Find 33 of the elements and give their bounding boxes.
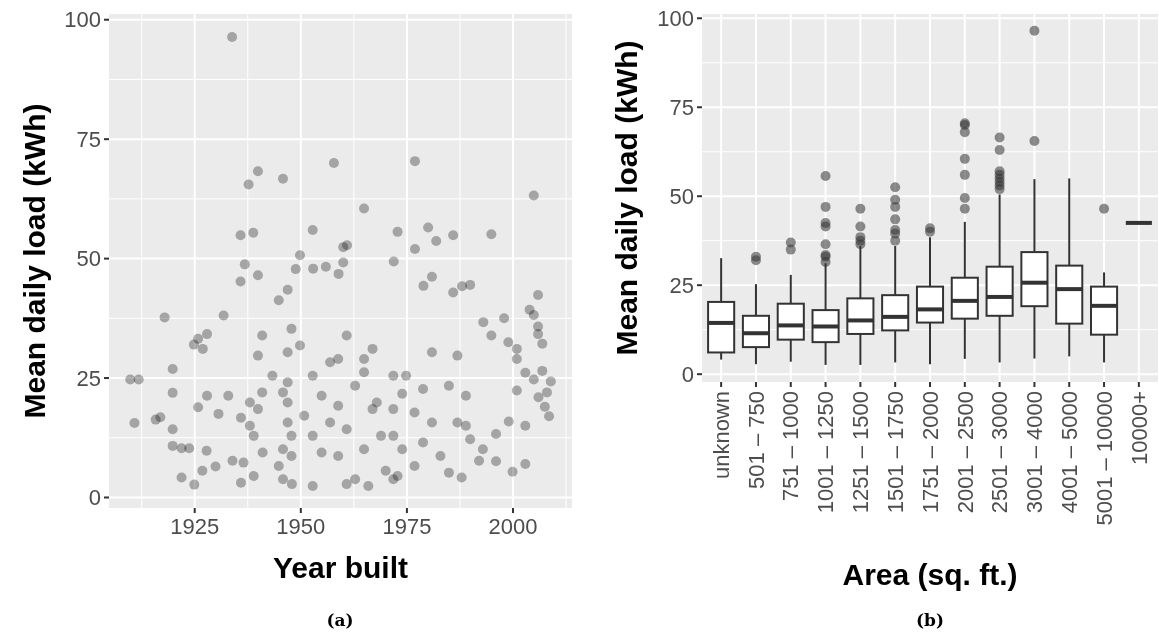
x-tick-label: 1975 [382, 514, 432, 539]
y-axis-title: Mean daily load (kWh) [17, 103, 51, 419]
x-axis-title: Area (sq. ft.) [842, 558, 1018, 591]
x-tick-label: 1925 [170, 514, 220, 539]
x-tick-label: 10000+ [1126, 391, 1152, 466]
y-tick-label: 0 [88, 485, 101, 511]
text: (a) [326, 610, 354, 630]
x-tick-label: 5001 – 10000 [1091, 391, 1117, 526]
y-tick-label: 75 [669, 94, 694, 120]
x-tick-label: 3001 – 4000 [1022, 391, 1048, 514]
y-tick-label: 50 [669, 183, 694, 209]
y-tick-label: 0 [681, 361, 694, 387]
x-tick-label: 1501 – 1750 [882, 391, 908, 514]
x-tick-label: 751 – 1000 [778, 391, 804, 502]
y-tick-label: 50 [76, 246, 101, 272]
x-tick-label: 501 – 750 [743, 391, 769, 489]
x-tick-label: 1751 – 2000 [917, 391, 943, 514]
y-tick-label: 25 [669, 272, 694, 298]
x-tick-label: 2501 – 3000 [987, 391, 1013, 514]
y-tick-label: 100 [64, 7, 101, 33]
x-tick-label: 4001 – 5000 [1056, 391, 1082, 514]
y-tick-label: 75 [76, 126, 101, 152]
x-tick-label: 2001 – 2500 [952, 391, 978, 514]
x-tick-label: 1001 – 1250 [813, 391, 839, 514]
x-axis-title: Year built [272, 551, 409, 584]
y-axis-title: Mean daily load (kWh) [609, 40, 643, 356]
x-tick-label: 1950 [276, 514, 326, 539]
y-tick-label: 25 [76, 365, 101, 391]
y-tick-label: 100 [657, 5, 694, 31]
x-tick-label: 1251 – 1500 [848, 391, 874, 514]
text: (b) [916, 610, 944, 630]
x-tick-label: unknown [708, 391, 734, 480]
x-tick-label: 2000 [488, 514, 538, 539]
